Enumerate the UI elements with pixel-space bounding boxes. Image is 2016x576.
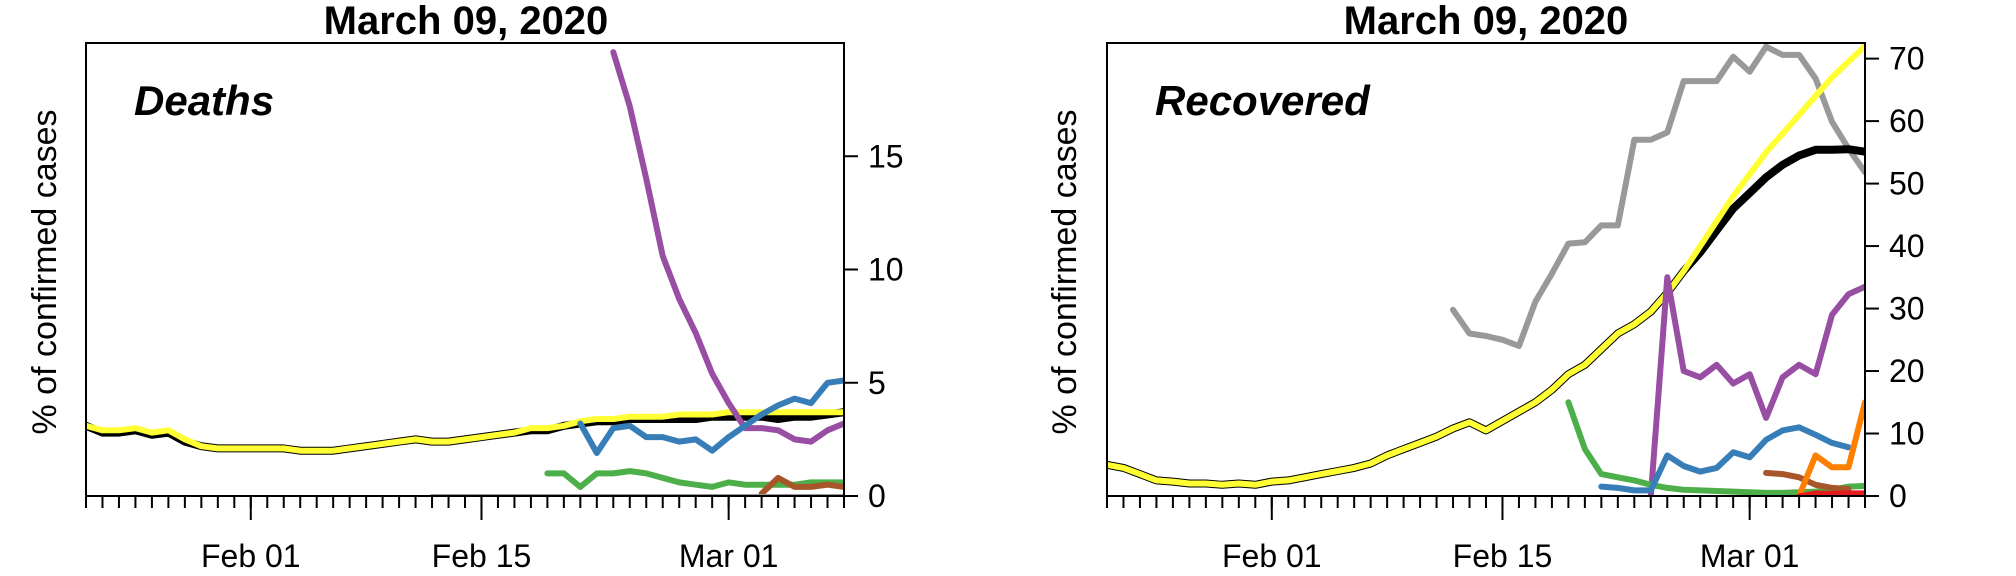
y-tick-label: 5 [868,365,886,401]
series-line-blue [577,377,844,456]
y-tick-label: 50 [1889,166,1925,202]
y-tick-label: 70 [1889,41,1925,77]
y-tick-label: 60 [1889,103,1925,139]
y-tick-label: 10 [1889,416,1925,452]
y-axis-label: % of confirmed cases [1046,109,1084,434]
y-tick-label: 40 [1889,228,1925,264]
x-tick-label: Feb 15 [1453,538,1553,574]
y-tick-label: 10 [868,252,904,288]
deaths-panel: March 09, 2020 % of confirmed cases Deat… [26,0,904,574]
x-tick-label: Feb 01 [1222,538,1322,574]
series-line-red [1796,490,1865,496]
series-line-brown [758,474,844,496]
series-line-purple [1647,274,1865,496]
panel-label: Recovered [1155,77,1371,124]
x-tick-label: Mar 01 [679,538,779,574]
series-line-blue [1598,424,1852,494]
y-axis-label: % of confirmed cases [26,109,64,434]
series-line-yellow [1107,43,1865,488]
y-tick-label: 30 [1889,291,1925,327]
y-tick-label: 20 [1889,353,1925,389]
series-line-green [1565,399,1865,496]
y-tick-label: 0 [868,478,886,514]
y-tick-label: 0 [1889,478,1907,514]
series-line-yellow [86,409,844,454]
series-line-orange [1796,399,1865,496]
panel-label: Deaths [134,77,274,124]
series-line-black [1107,145,1865,489]
chart-title: March 09, 2020 [1344,0,1629,43]
series-line-purple [610,49,844,445]
x-tick-label: Mar 01 [1700,538,1800,574]
series-line-grey [1450,43,1865,349]
x-tick-label: Feb 01 [201,538,301,574]
x-tick-label: Feb 15 [432,538,532,574]
chart-title: March 09, 2020 [324,0,609,43]
y-tick-label: 15 [868,138,904,174]
recovered-panel: March 09, 2020 % of confirmed cases Reco… [1046,0,1925,574]
